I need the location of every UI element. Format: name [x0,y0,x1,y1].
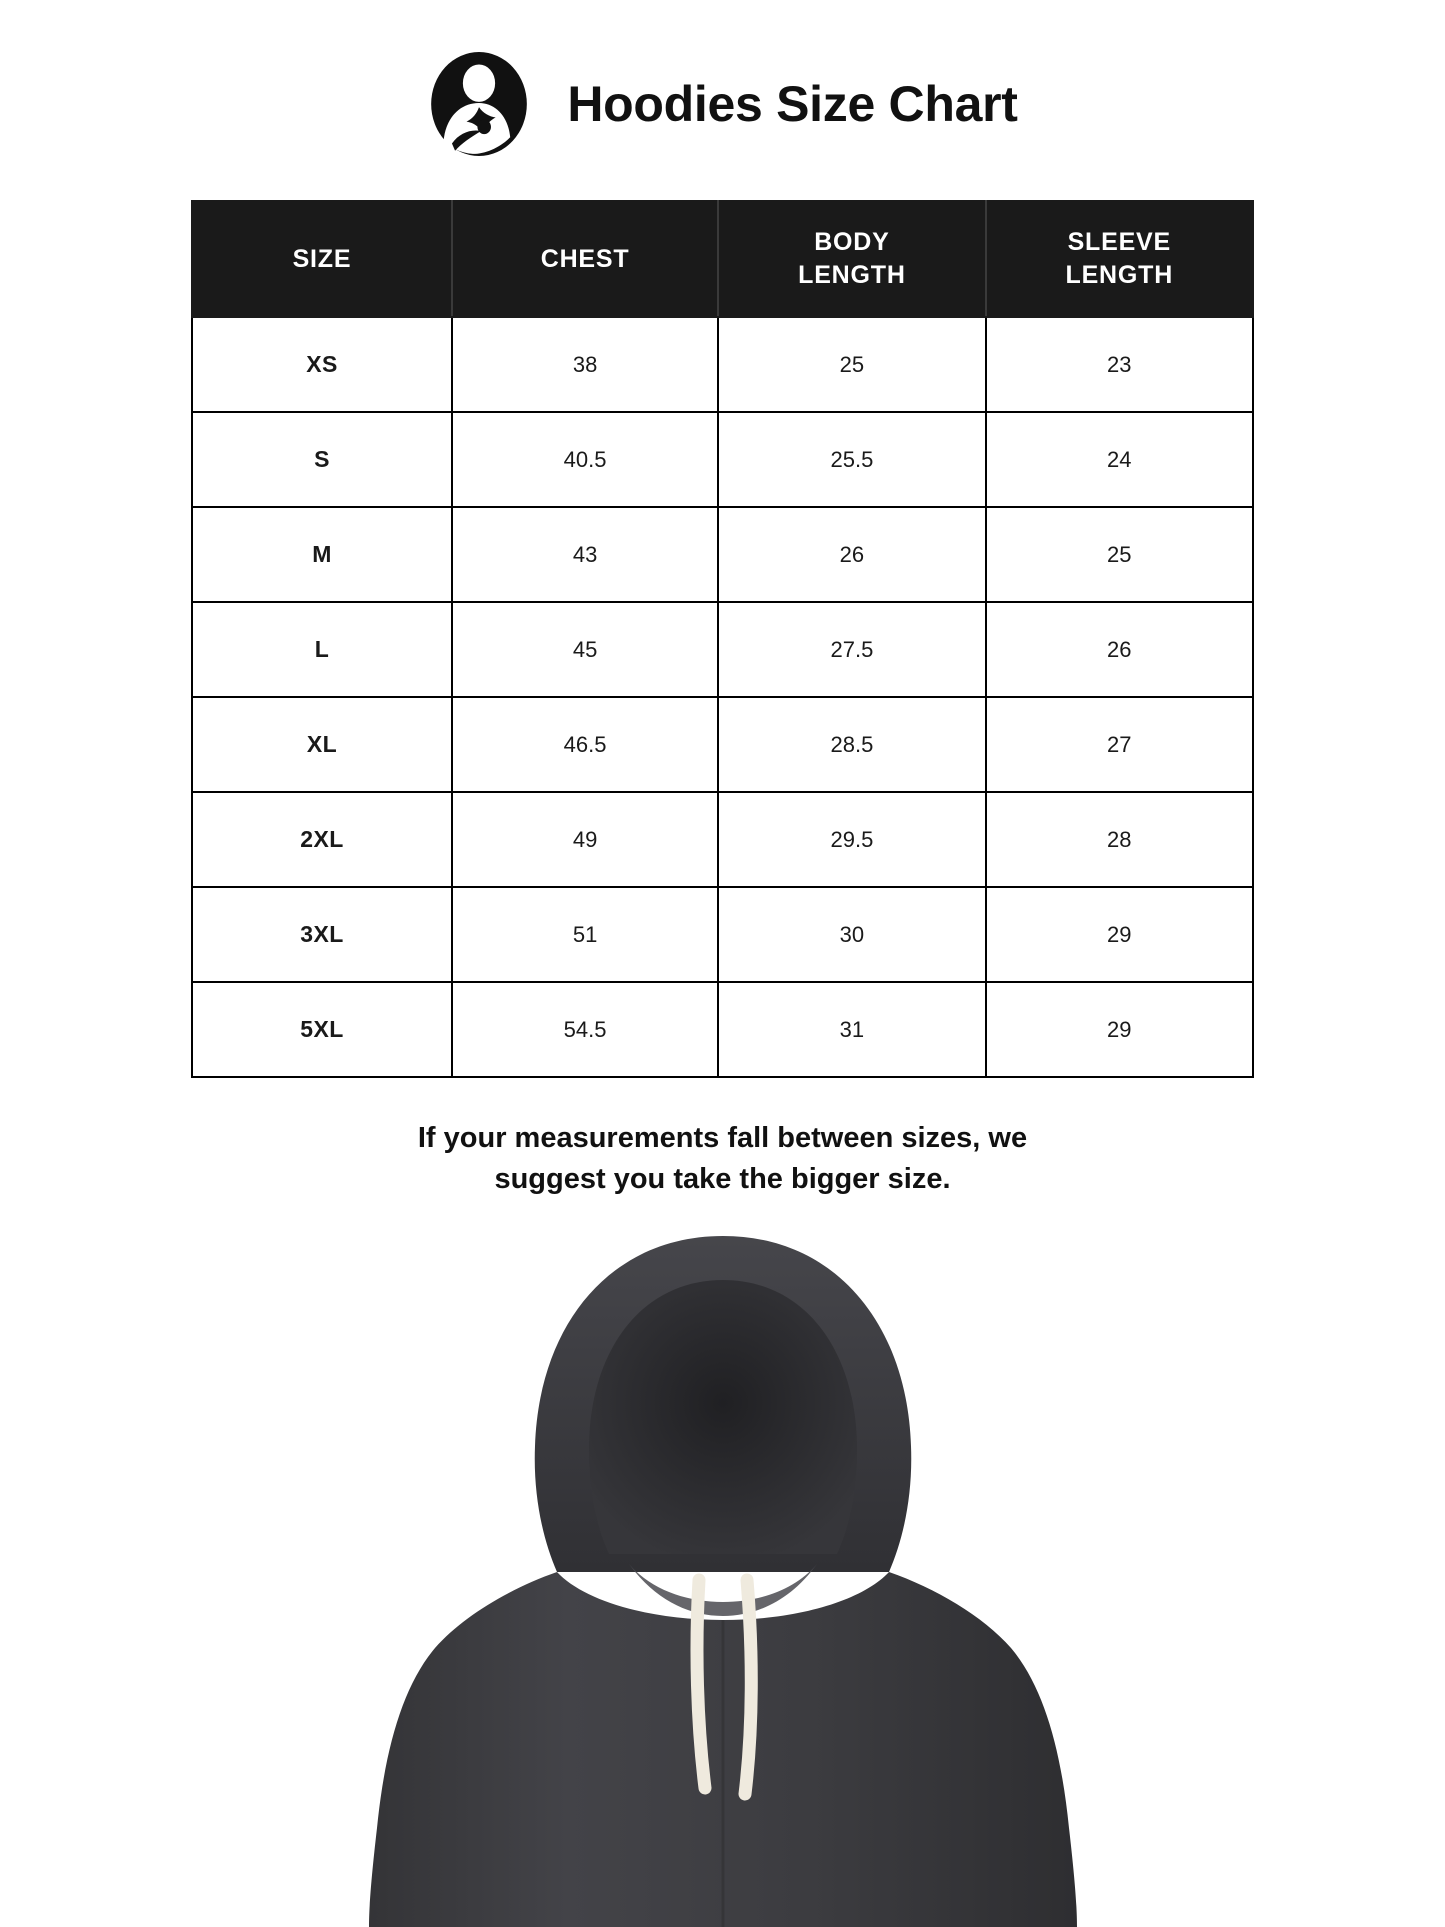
page-title: Hoodies Size Chart [567,75,1018,132]
table-row: 3XL 51 30 29 [191,886,1255,983]
cell-size: 5XL [191,981,453,1078]
size-advice-note: If your measurements fall between sizes,… [273,1118,1173,1200]
table-row: XS 38 25 23 [191,316,1255,413]
page-header: Hoodies Size Chart [0,0,1445,174]
cell-body-length: 28.5 [717,696,987,793]
mother-and-child-logo-icon [431,52,528,156]
cell-size: S [191,411,453,508]
cell-chest: 40.5 [450,411,720,508]
hoodie-illustration [0,1228,1445,1927]
cell-sleeve-length: 28 [984,791,1255,888]
cell-chest: 43 [450,506,720,603]
table-body: XS 38 25 23 S 40.5 25.5 24 M 43 26 25 L 45 27.5 26 XL 46.… [191,316,1255,1078]
table-row: 5XL 54.5 31 29 [191,981,1255,1078]
size-advice-note-line1: If your measurements fall between sizes,… [417,1122,1028,1154]
column-header-body-length: BODY LENGTH [717,200,987,318]
cell-sleeve-length: 27 [984,696,1255,793]
cell-body-length: 25 [717,316,987,413]
cell-body-length: 31 [717,981,987,1078]
cell-sleeve-length: 29 [984,886,1255,983]
cell-body-length: 27.5 [717,601,987,698]
cell-sleeve-length: 24 [984,411,1255,508]
size-chart-table-wrapper: SIZE CHEST BODY LENGTH SLEEVE LENGTH XS 3… [191,200,1255,1078]
cell-chest: 49 [450,791,720,888]
column-header-chest: CHEST [450,200,720,318]
hoodie-photo-graphic [368,1236,1077,1927]
cell-body-length: 29.5 [717,791,987,888]
cell-chest: 51 [450,886,720,983]
column-header-body-length-line1: BODY [814,228,890,256]
cell-chest: 38 [450,316,720,413]
size-advice-note-line2: suggest you take the bigger size. [494,1163,951,1196]
cell-sleeve-length: 29 [984,981,1255,1078]
cell-size: M [191,506,453,603]
column-header-size: SIZE [191,200,453,318]
column-header-size-label: SIZE [292,244,352,273]
size-chart-table: SIZE CHEST BODY LENGTH SLEEVE LENGTH XS 3… [191,200,1255,1078]
cell-size: 3XL [191,886,453,983]
table-row: XL 46.5 28.5 27 [191,696,1255,793]
cell-chest: 54.5 [450,981,720,1078]
table-row: 2XL 49 29.5 28 [191,791,1255,888]
cell-size: XS [191,316,453,413]
column-header-sleeve-length-line2: LENGTH [1065,261,1174,289]
column-header-sleeve-length: SLEEVE LENGTH [984,200,1255,318]
table-row: M 43 26 25 [191,506,1255,603]
cell-chest: 46.5 [450,696,720,793]
table-header-row: SIZE CHEST BODY LENGTH SLEEVE LENGTH [191,200,1255,318]
cell-body-length: 25.5 [717,411,987,508]
cell-chest: 45 [450,601,720,698]
table-header: SIZE CHEST BODY LENGTH SLEEVE LENGTH [191,200,1255,318]
cell-sleeve-length: 25 [984,506,1255,603]
cell-body-length: 30 [717,886,987,983]
cell-sleeve-length: 26 [984,601,1255,698]
column-header-sleeve-length-line1: SLEEVE [1067,228,1172,256]
column-header-body-length-line2: LENGTH [798,261,906,289]
table-row: L 45 27.5 26 [191,601,1255,698]
cell-size: 2XL [191,791,453,888]
cell-size: XL [191,696,453,793]
cell-size: L [191,601,453,698]
column-header-chest-label: CHEST [540,244,630,273]
cell-body-length: 26 [717,506,987,603]
table-row: S 40.5 25.5 24 [191,411,1255,508]
cell-sleeve-length: 23 [984,316,1255,413]
